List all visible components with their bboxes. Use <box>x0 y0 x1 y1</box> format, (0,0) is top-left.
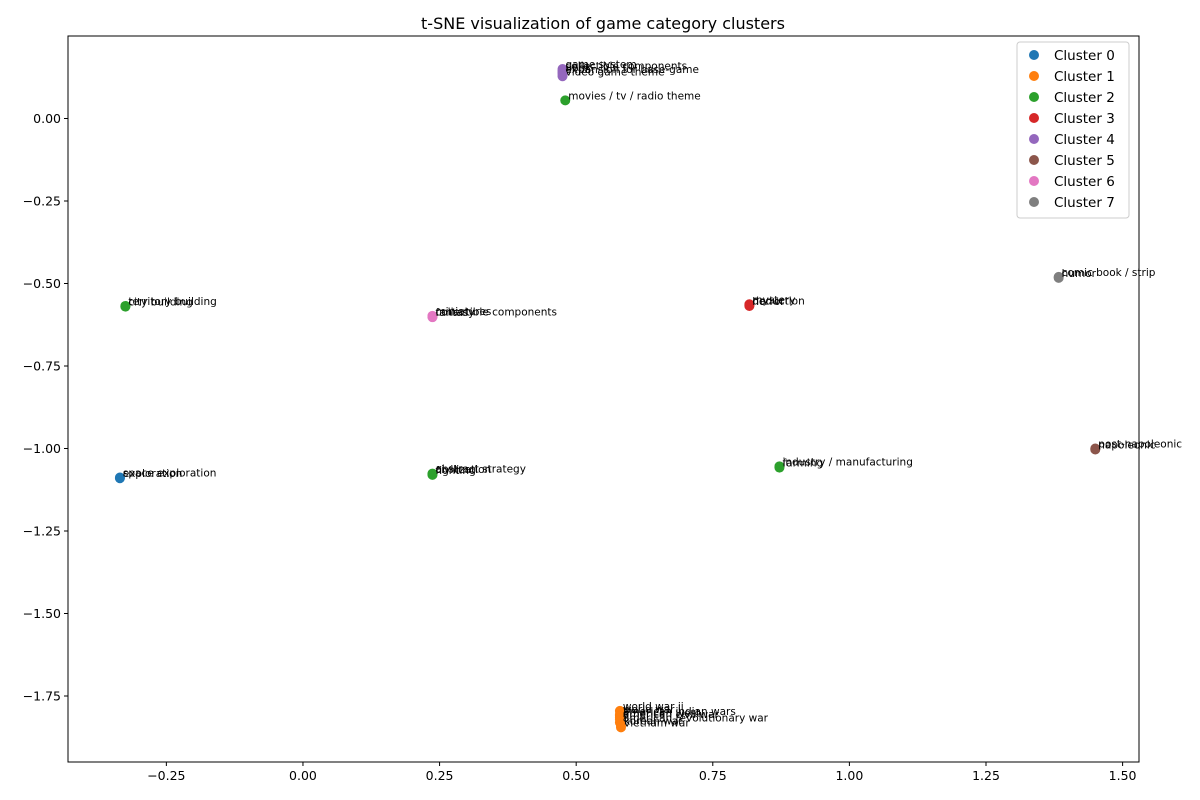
point-label: american civil war <box>623 709 720 721</box>
legend-entry: Cluster 3 <box>1054 111 1115 127</box>
legend-entry: Cluster 4 <box>1054 132 1115 148</box>
legend-entry: Cluster 6 <box>1054 174 1115 190</box>
scatter-point <box>1053 272 1064 283</box>
scatter-point <box>744 300 755 311</box>
point-label: horror <box>752 296 785 308</box>
legend-entry: Cluster 0 <box>1054 48 1115 64</box>
scatter-point <box>774 462 785 473</box>
scatter-point <box>1090 444 1101 455</box>
scatter-point <box>615 722 626 733</box>
point-label: napoleonic <box>1098 439 1156 451</box>
point-label: collectible components <box>435 307 557 319</box>
x-tick-label: 0.00 <box>289 768 317 783</box>
x-tick-label: 0.50 <box>562 768 590 783</box>
point-label: book <box>566 62 593 74</box>
point-label: city building <box>128 297 192 309</box>
point-label: industry / manufacturing <box>782 456 912 468</box>
y-tick-label: −1.00 <box>23 441 61 456</box>
point-label: farming <box>782 458 823 470</box>
scatter-point <box>114 473 125 484</box>
x-tick-label: −0.25 <box>147 768 185 783</box>
scatter-point <box>427 312 438 323</box>
point-label: american revolutionary war <box>623 712 769 724</box>
scatter-point <box>120 301 131 312</box>
y-tick-label: −1.50 <box>23 606 61 621</box>
scatter-point <box>560 95 571 106</box>
point-label: american west <box>623 707 700 719</box>
point-label: deduction <box>752 295 804 307</box>
point-label: exploration <box>123 468 182 480</box>
point-label: game system <box>566 59 637 71</box>
x-tick-label: 0.25 <box>426 768 454 783</box>
legend-marker <box>1029 50 1039 60</box>
point-label: fantasy <box>435 307 474 319</box>
legend-marker <box>1029 176 1039 186</box>
legend-entry: Cluster 5 <box>1054 153 1115 169</box>
y-tick-label: −1.75 <box>23 689 61 704</box>
legend-marker <box>1029 92 1039 102</box>
point-label: civilization <box>435 464 491 476</box>
point-label: territory building <box>128 296 216 308</box>
point-label: space exploration <box>123 468 217 480</box>
y-tick-label: −0.75 <box>23 359 61 374</box>
x-tick-label: 1.50 <box>1109 768 1137 783</box>
point-label: movies / tv / radio theme <box>568 90 701 102</box>
legend-marker <box>1029 197 1039 207</box>
point-label: collectible components <box>566 61 688 73</box>
legend-entry: Cluster 1 <box>1054 69 1115 85</box>
y-tick-label: −0.50 <box>23 276 61 291</box>
scatter-point <box>557 71 568 82</box>
legend: Cluster 0 Cluster 1 Cluster 2 Cluster 3 Clus… <box>1016 41 1130 219</box>
point-label: expansion for base-game <box>566 64 699 76</box>
point-label: abstract strategy <box>435 464 525 476</box>
point-label: video game theme <box>566 66 665 78</box>
legend-entry: Cluster 2 <box>1054 90 1115 106</box>
point-label: american indian wars <box>623 706 736 718</box>
legend-marker <box>1029 155 1039 165</box>
y-tick-label: −1.25 <box>23 524 61 539</box>
x-tick-label: 1.25 <box>972 768 1000 783</box>
x-tick-label: 0.75 <box>699 768 727 783</box>
point-label: humor <box>1062 268 1097 280</box>
legend-marker <box>1029 71 1039 81</box>
legend-box <box>1016 41 1130 219</box>
axes: −0.25 0.00 0.25 0.50 0.75 1.00 1.25 1.50 0.00 −0.… <box>23 35 1140 783</box>
legend-marker <box>1029 113 1039 123</box>
point-label: fighting <box>435 465 475 477</box>
point-label: vietnam war <box>624 717 690 729</box>
chart-title: t-SNE visualization of game category clu… <box>421 14 785 33</box>
axes-frame <box>67 35 1140 763</box>
legend-entry: Cluster 7 <box>1054 195 1115 211</box>
y-tick-label: 0.00 <box>33 111 61 126</box>
point-label: comic book / strip <box>1062 267 1156 279</box>
point-label: mystery <box>752 294 795 306</box>
x-tick-label: 1.00 <box>835 768 863 783</box>
point-label: korean war <box>624 716 683 728</box>
point-label: miniatures <box>435 306 491 318</box>
point-label: world war ii <box>623 701 684 713</box>
point-label: post-napoleonic <box>1098 439 1182 451</box>
legend-marker <box>1029 134 1039 144</box>
point-label: world war i <box>623 704 681 716</box>
y-tick-label: −0.25 <box>23 194 61 209</box>
scatter-point <box>427 469 438 480</box>
